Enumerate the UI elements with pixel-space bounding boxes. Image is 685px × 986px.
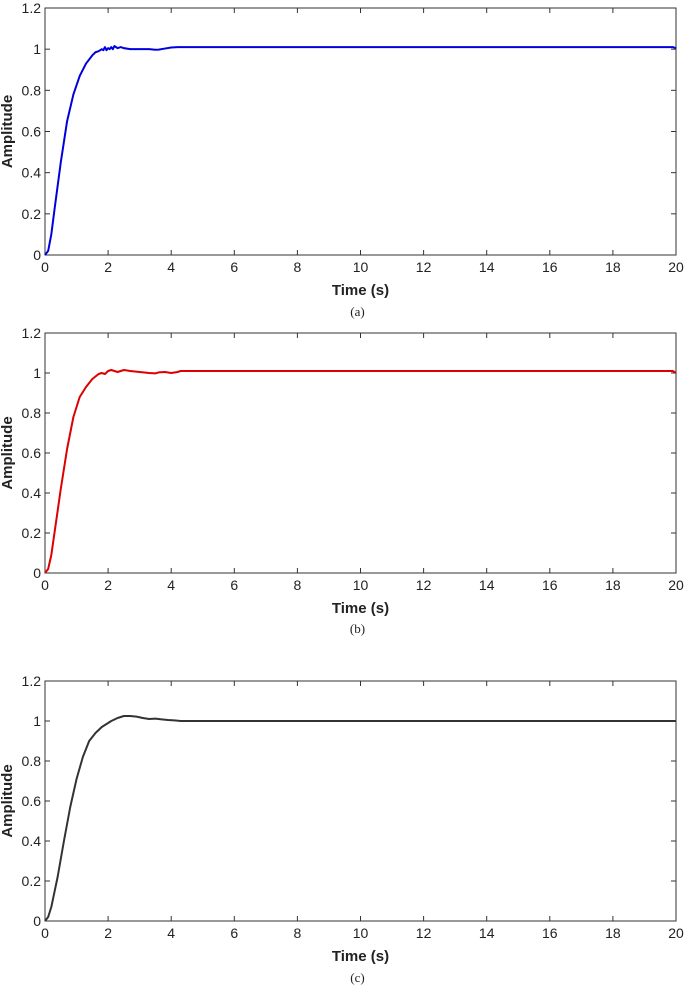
y-tick-label: 0	[33, 247, 41, 263]
x-tick-label: 4	[167, 259, 175, 275]
x-tick-label: 14	[479, 577, 495, 593]
y-tick-label: 1.2	[22, 673, 42, 689]
x-axis-label: Time (s)	[332, 948, 389, 965]
x-tick-label: 14	[479, 925, 495, 941]
chart-caption: (a)	[350, 304, 364, 319]
series-line	[44, 45, 677, 256]
x-tick-label: 18	[605, 577, 621, 593]
x-tick-label: 6	[230, 925, 238, 941]
y-tick-label: 0.2	[22, 206, 42, 222]
y-tick-label: 1.2	[22, 0, 42, 16]
x-tick-label: 0	[41, 259, 49, 275]
x-tick-label: 10	[353, 259, 369, 275]
x-tick-label: 2	[104, 577, 112, 593]
y-tick-label: 1	[33, 713, 41, 729]
x-tick-label: 8	[294, 925, 302, 941]
x-tick-label: 12	[416, 259, 432, 275]
x-tick-label: 12	[416, 925, 432, 941]
x-tick-label: 0	[41, 577, 49, 593]
y-tick-label: 1	[33, 41, 41, 57]
y-tick-label: 0.6	[22, 793, 42, 809]
x-tick-label: 10	[353, 925, 369, 941]
x-tick-label: 20	[668, 259, 684, 275]
x-tick-label: 16	[542, 259, 558, 275]
chart-caption: (c)	[350, 970, 364, 985]
x-tick-label: 12	[416, 577, 432, 593]
x-axis-label: Time (s)	[332, 600, 389, 617]
chart-c: 0 2 4 6 8 10 12 14 16 18 20 0 0.2 0.4 0.6 0.8 1 1.2 Time (…	[0, 673, 684, 985]
x-tick-label: 14	[479, 259, 495, 275]
plot-frame	[44, 332, 677, 574]
x-tick-label: 20	[668, 925, 684, 941]
x-tick-label: 16	[542, 577, 558, 593]
y-tick-label: 0.8	[22, 405, 42, 421]
chart-caption: (b)	[350, 621, 365, 636]
x-tick-label: 6	[230, 259, 238, 275]
series-line	[44, 715, 676, 922]
y-tick-label: 0.8	[22, 82, 42, 98]
y-tick-label: 0	[33, 913, 41, 929]
y-axis-label: Amplitude	[0, 416, 16, 489]
chart-a: 0 2 4 6 8 10 12 14 16 18 20 0 0.2 0.4 0.6 0.8 1 1.2 Time (…	[0, 0, 684, 319]
chart-panel-c: 0 2 4 6 8 10 12 14 16 18 20 0 0.2 0.4 0.6 0.8 1 1.2 Time (…	[0, 640, 685, 986]
x-tick-label: 20	[668, 577, 684, 593]
y-tick-label: 1.2	[22, 325, 42, 341]
plot-frame	[44, 7, 677, 256]
series-line	[44, 369, 677, 574]
x-tick-label: 16	[542, 925, 558, 941]
x-tick-label: 4	[167, 577, 175, 593]
y-tick-label: 0.8	[22, 753, 42, 769]
y-tick-label: 0.4	[22, 485, 42, 501]
x-tick-label: 0	[41, 925, 49, 941]
y-tick-label: 0.2	[22, 873, 42, 889]
x-tick-label: 18	[605, 925, 621, 941]
x-tick-label: 8	[294, 259, 302, 275]
x-axis-label: Time (s)	[332, 282, 389, 299]
x-tick-label: 2	[104, 925, 112, 941]
y-tick-label: 0.6	[22, 445, 42, 461]
chart-panel-a: 0 2 4 6 8 10 12 14 16 18 20 0 0.2 0.4 0.6 0.8 1 1.2 Time (…	[0, 0, 685, 320]
y-axis-label: Amplitude	[0, 764, 16, 837]
x-tick-label: 8	[294, 577, 302, 593]
y-tick-label: 0	[33, 565, 41, 581]
x-tick-label: 18	[605, 259, 621, 275]
x-tick-label: 2	[104, 259, 112, 275]
x-tick-label: 4	[167, 925, 175, 941]
y-tick-label: 0.2	[22, 525, 42, 541]
y-tick-label: 0.6	[22, 124, 42, 140]
x-tick-label: 6	[230, 577, 238, 593]
y-tick-label: 0.4	[22, 165, 42, 181]
x-tick-label: 10	[353, 577, 369, 593]
y-tick-label: 0.4	[22, 833, 42, 849]
y-axis-label: Amplitude	[0, 95, 16, 168]
y-tick-label: 1	[33, 365, 41, 381]
chart-panel-b: 0 2 4 6 8 10 12 14 16 18 20 0 0.2 0.4 0.6 0.8 1 1.2 Time (…	[0, 320, 685, 640]
chart-b: 0 2 4 6 8 10 12 14 16 18 20 0 0.2 0.4 0.6 0.8 1 1.2 Time (…	[0, 325, 684, 636]
